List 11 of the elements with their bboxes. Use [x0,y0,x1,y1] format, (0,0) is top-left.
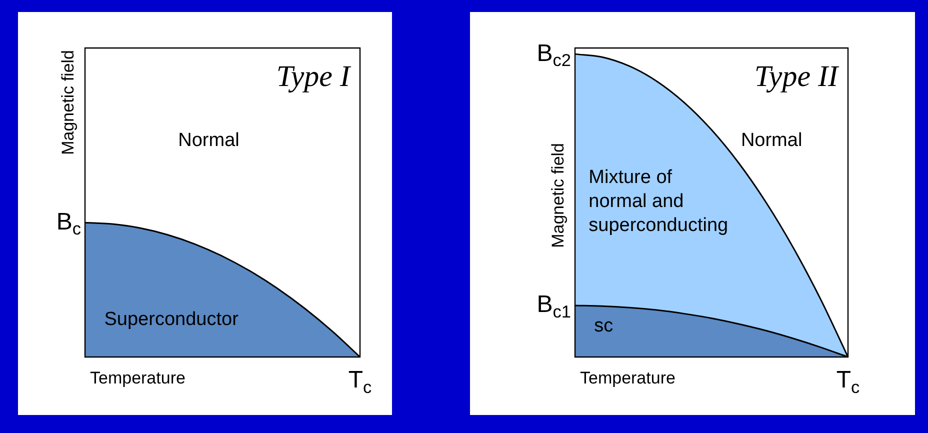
x-axis-title: Temperature [90,368,186,388]
y-axis-title: Magnetic field [548,143,568,248]
annotation: sc [594,315,614,336]
text: Normal [178,130,240,151]
annotation: Normal [740,130,802,151]
y-axis-title: Magnetic field [58,50,78,155]
chart-title: Type I [276,60,352,93]
annotation: Superconductor [104,309,240,330]
annotation: Mixture of normal and superconducting [588,167,728,236]
x-axis-title: Temperature [580,368,676,388]
chart-title: Type II [754,60,840,93]
